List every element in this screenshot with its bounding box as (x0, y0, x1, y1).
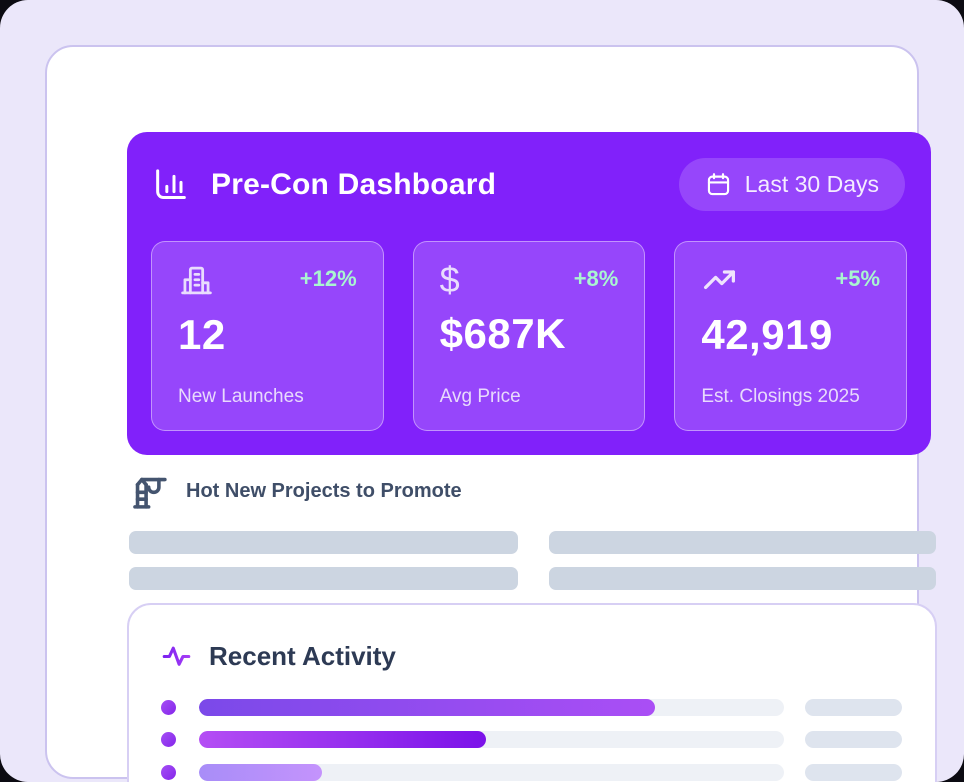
meta-placeholder-pill (805, 764, 902, 781)
stat-label: Est. Closings 2025 (701, 386, 860, 407)
stat-value: 12 (178, 311, 226, 358)
placeholder-bar (129, 531, 518, 554)
stat-card-est-closings[interactable]: +5% 42,919 Est. Closings 2025 (674, 241, 908, 431)
stat-delta: +5% (835, 266, 881, 291)
stat-delta: +12% (299, 266, 357, 291)
meta-placeholder-pill (805, 731, 902, 748)
activity-row (159, 699, 935, 716)
activity-dot-icon (161, 700, 176, 715)
recent-activity-card: Recent Activity (127, 603, 937, 782)
stat-top: +12% (178, 262, 357, 299)
meta-placeholder-pill (805, 699, 902, 716)
stat-top: +5% (701, 262, 880, 299)
activity-dot-icon (161, 732, 176, 747)
progress-track (199, 764, 784, 781)
progress-track (199, 731, 784, 748)
date-range-label: Last 30 Days (744, 171, 879, 197)
building-icon (178, 262, 215, 299)
activity-title-row: Recent Activity (161, 641, 396, 672)
calendar-icon (705, 171, 732, 198)
stat-value: $687K (439, 310, 566, 357)
bar-chart-icon (151, 165, 191, 205)
progress-fill (199, 764, 322, 781)
pulse-icon (161, 641, 192, 672)
placeholder-bar (549, 531, 936, 554)
precon-header-card: Pre-Con Dashboard Last 30 Days (127, 132, 931, 455)
stat-label: Avg Price (439, 386, 521, 407)
stat-label: New Launches (178, 386, 304, 407)
progress-track (199, 699, 784, 716)
stat-delta: +8% (573, 266, 619, 291)
stats-row: +12% 12 New Launches $ +8% $687K Avg Pri… (151, 241, 908, 431)
projects-section-title: Hot New Projects to Promote (186, 479, 462, 502)
trending-up-icon (701, 262, 738, 299)
progress-fill (199, 731, 486, 748)
activity-row (159, 731, 935, 748)
stat-card-avg-price[interactable]: $ +8% $687K Avg Price (412, 241, 646, 431)
activity-dot-icon (161, 765, 176, 780)
projects-section-header: Hot New Projects to Promote (129, 471, 462, 511)
date-range-button[interactable]: Last 30 Days (678, 158, 905, 211)
placeholder-bar (549, 567, 936, 590)
header-title-group: Pre-Con Dashboard (151, 165, 496, 205)
stat-card-new-launches[interactable]: +12% 12 New Launches (151, 241, 384, 431)
dollar-icon: $ (439, 259, 460, 300)
main-panel: Pre-Con Dashboard Last 30 Days (45, 45, 937, 782)
stat-value: 42,919 (701, 311, 833, 358)
crane-icon (129, 471, 170, 512)
progress-fill (199, 699, 656, 716)
activity-row (159, 764, 935, 781)
activity-title: Recent Activity (209, 641, 396, 671)
placeholder-bar (129, 567, 518, 590)
stat-top: $ +8% (440, 262, 619, 298)
header-top-row: Pre-Con Dashboard Last 30 Days (151, 158, 905, 211)
page-title: Pre-Con Dashboard (211, 167, 497, 201)
